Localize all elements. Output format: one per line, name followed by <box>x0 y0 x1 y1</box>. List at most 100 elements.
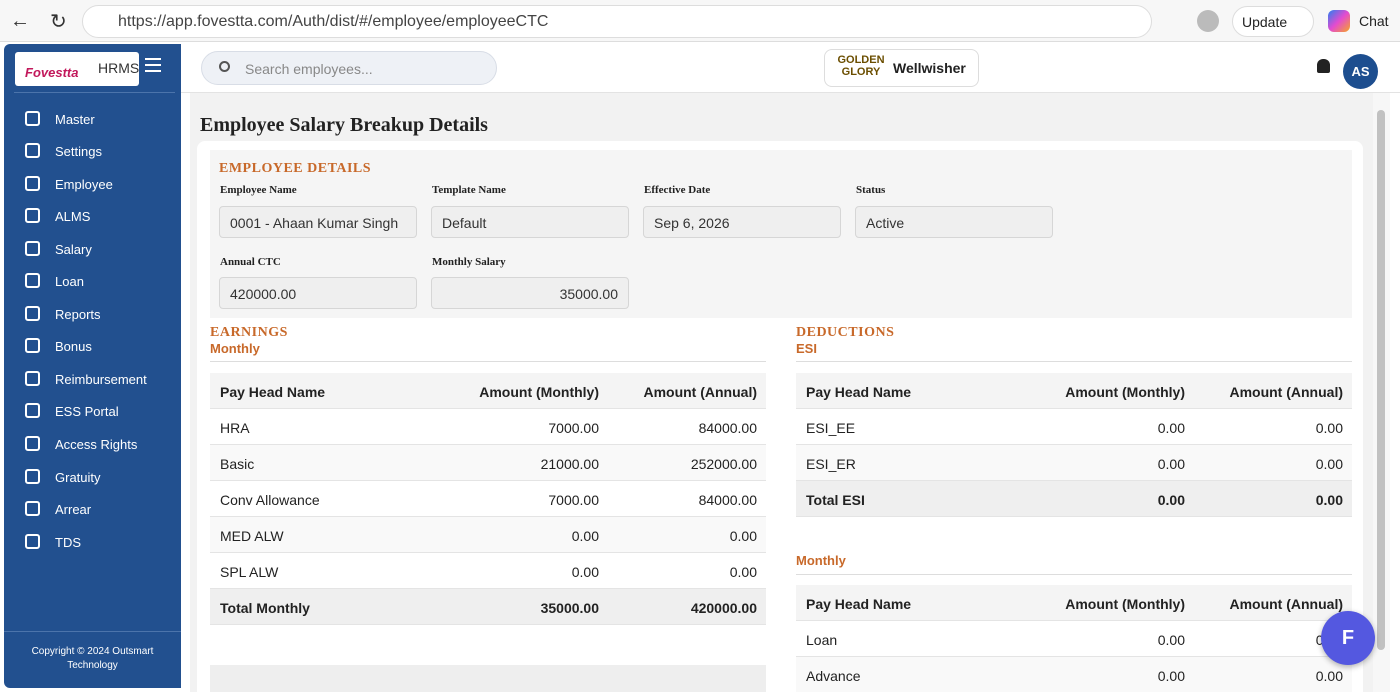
menu-label: ESS Portal <box>55 404 119 419</box>
menu-item[interactable]: Gratuity <box>4 466 181 488</box>
table-row-cell: 0.00 <box>1157 668 1185 684</box>
menu-item[interactable]: Loan <box>4 270 181 292</box>
field-value: 0001 - Ahaan Kumar Singh <box>230 215 399 231</box>
field-label: Status <box>856 184 886 196</box>
table-row-cell: 84000.00 <box>698 420 757 436</box>
table-row <box>796 657 1352 692</box>
menu-item[interactable]: Bonus <box>4 335 181 357</box>
table-row-cell: 7000.00 <box>548 492 599 508</box>
table-header-cell: Amount (Monthly) <box>479 384 599 400</box>
field-input: 420000.00 <box>219 277 417 309</box>
field-label: Employee Name <box>220 184 297 196</box>
table-row-cell: Conv Allowance <box>220 492 320 508</box>
update-button[interactable]: Update <box>1232 6 1314 37</box>
menu-toggle-mid <box>145 64 161 66</box>
table-total-cell: 0.00 <box>1157 492 1185 508</box>
table-row <box>210 445 766 481</box>
field-value: 420000.00 <box>230 286 297 302</box>
table-header-cell: Pay Head Name <box>220 384 326 400</box>
menu-toggle[interactable] <box>145 58 161 72</box>
menu-item[interactable]: ALMS <box>4 205 181 227</box>
section-divider <box>796 574 1352 575</box>
field-value: Default <box>442 215 487 231</box>
profile-icon[interactable] <box>1197 10 1219 32</box>
sidebar-footer-line <box>4 631 181 632</box>
chat-label[interactable]: Chat <box>1359 13 1389 29</box>
table-row-cell: 0.00 <box>571 528 599 544</box>
notification-bell[interactable] <box>1317 59 1330 73</box>
menu-item[interactable]: Access Rights <box>4 433 181 455</box>
menu-icon <box>25 436 40 451</box>
copyright: Copyright © 2024 Outsmart Technology <box>31 646 154 671</box>
menu-item[interactable]: Master <box>4 108 181 130</box>
table-header <box>210 373 766 409</box>
table-row-cell: Advance <box>806 668 861 684</box>
menu-icon <box>25 501 40 516</box>
search-box[interactable]: Search employees... <box>201 51 497 85</box>
menu-label: Settings <box>55 144 102 159</box>
menu-label: Salary <box>55 242 92 257</box>
menu-label: Access Rights <box>55 437 138 452</box>
table-row-cell: ESI_ER <box>806 456 856 472</box>
menu-item[interactable]: Settings <box>4 140 181 162</box>
table-header-cell: Pay Head Name <box>806 384 912 400</box>
avatar[interactable]: AS <box>1343 54 1378 89</box>
menu-label: Reports <box>55 307 101 322</box>
earnings-heading: EARNINGS <box>210 325 288 340</box>
company-name: Wellwisher <box>893 60 966 76</box>
menu-item[interactable]: ESS Portal <box>4 400 181 422</box>
details-heading: EMPLOYEE DETAILS <box>219 161 372 176</box>
fab-button[interactable]: F <box>1321 611 1375 665</box>
earnings-subheading: Monthly <box>210 341 260 356</box>
menu-icon <box>25 403 40 418</box>
reload-button[interactable]: ↻ <box>50 11 67 33</box>
address-bar[interactable]: https://app.fovestta.com/Auth/dist/#/emp… <box>82 5 1152 38</box>
field-value: Sep 6, 2026 <box>654 215 730 231</box>
field-value: Active <box>866 215 905 231</box>
table-row <box>210 481 766 517</box>
table-row-cell: 0.00 <box>571 564 599 580</box>
table-header-cell: Amount (Annual) <box>1229 384 1343 400</box>
table-total-cell: Total Monthly <box>220 600 310 616</box>
table-header <box>796 585 1352 621</box>
menu-item[interactable]: Reports <box>4 303 181 325</box>
field-input: 35000.00 <box>431 277 629 309</box>
table-header-cell: Amount (Annual) <box>1229 596 1343 612</box>
table-row-cell: 0.00 <box>1315 668 1343 684</box>
table-total-cell: 0.00 <box>1315 492 1343 508</box>
field-input: Default <box>431 206 629 238</box>
menu-item[interactable]: TDS <box>4 531 181 553</box>
menu-label: ALMS <box>55 209 91 224</box>
menu-item[interactable]: Reimbursement <box>4 368 181 390</box>
esi-subheading: ESI <box>796 341 817 356</box>
table-header-cell: Amount (Monthly) <box>1065 384 1185 400</box>
table-total-cell: 35000.00 <box>540 600 599 616</box>
menu-label: Employee <box>55 177 113 192</box>
menu-item[interactable]: Arrear <box>4 498 181 520</box>
scrollbar-thumb[interactable] <box>1377 110 1385 650</box>
menu-icon <box>25 176 40 191</box>
back-button[interactable]: ← <box>10 10 30 32</box>
menu-item[interactable]: Salary <box>4 238 181 260</box>
menu-icon <box>25 371 40 386</box>
menu-label: Reimbursement <box>55 372 147 387</box>
company-badge: GOLDEN GLORY Wellwisher <box>824 49 979 87</box>
field-input: 0001 - Ahaan Kumar Singh <box>219 206 417 238</box>
table-row-cell: HRA <box>220 420 250 436</box>
monthly-subheading: Monthly <box>796 553 846 568</box>
table-total <box>210 589 766 625</box>
table-row-cell: 0.00 <box>1157 632 1185 648</box>
chat-icon[interactable] <box>1328 10 1350 32</box>
table-row-cell: ESI_EE <box>806 420 856 436</box>
menu-label: Bonus <box>55 339 92 354</box>
search-icon <box>219 61 230 72</box>
field-label: Template Name <box>432 184 506 196</box>
menu-icon <box>25 306 40 321</box>
table-row-cell: MED ALW <box>220 528 284 544</box>
section-divider <box>210 361 766 362</box>
table-row-cell: 0.00 <box>1315 420 1343 436</box>
sidebar-divider <box>14 92 175 93</box>
company-logo: GOLDEN GLORY <box>837 54 885 78</box>
menu-item[interactable]: Employee <box>4 173 181 195</box>
